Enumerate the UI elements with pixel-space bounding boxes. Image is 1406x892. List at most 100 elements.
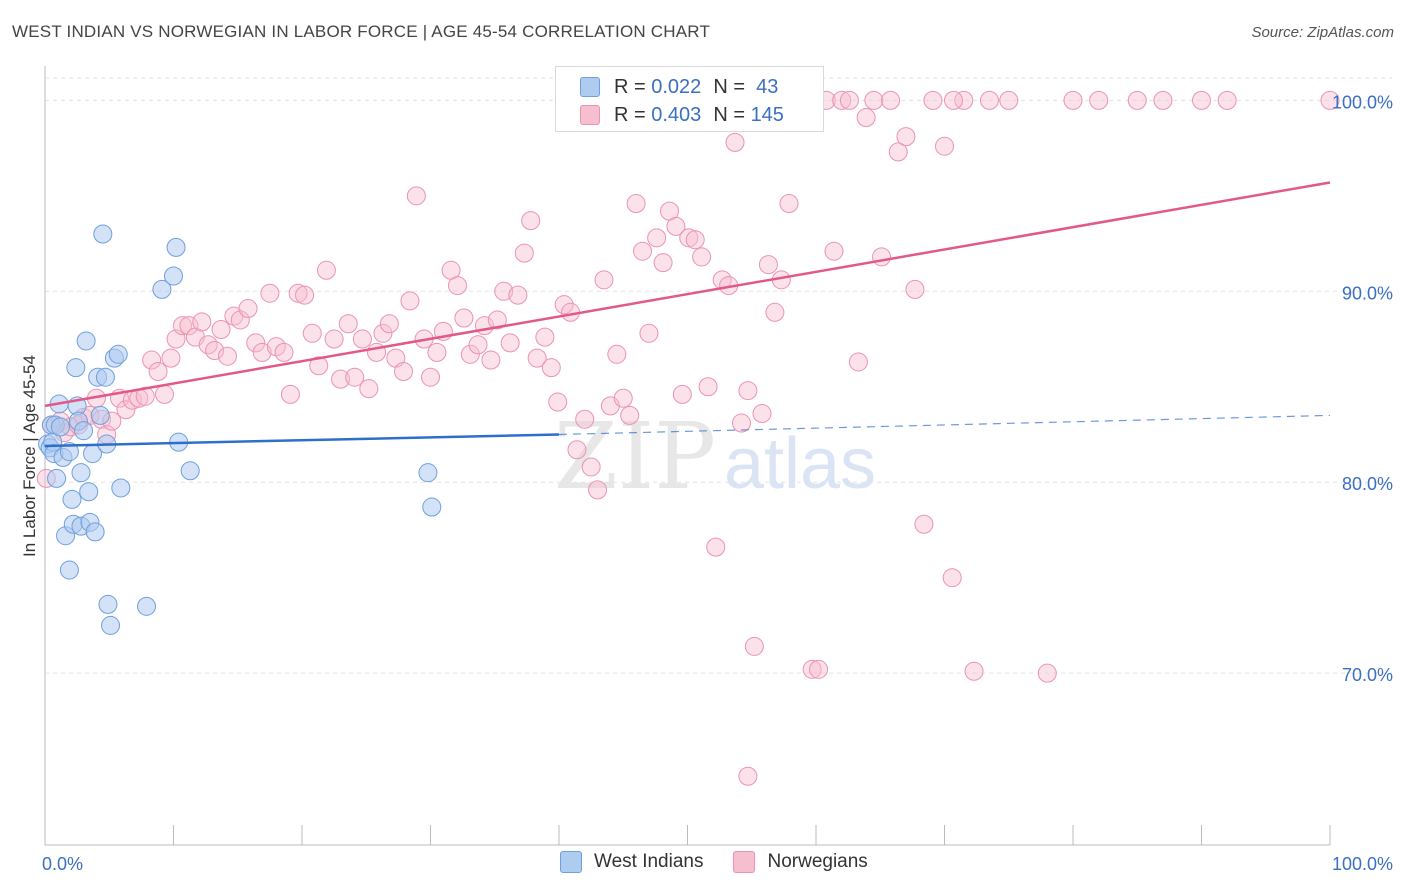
norwegian-point <box>809 659 829 679</box>
west-indian-point <box>66 358 86 378</box>
norwegian-point <box>647 228 667 248</box>
norwegian-point <box>832 90 852 110</box>
norwegian-point <box>706 537 726 557</box>
norwegian-point <box>1089 90 1109 110</box>
norwegian-point <box>698 377 718 397</box>
legend-row-norwegians: R = 0.403 N = 145 <box>580 103 784 127</box>
norwegian-point <box>359 379 379 399</box>
west-indian-point <box>164 266 183 286</box>
norwegian-point <box>1063 90 1083 110</box>
norwegian-point <box>679 228 699 248</box>
norwegian-point <box>324 329 344 349</box>
norwegian-point <box>309 356 329 376</box>
norwegian-point <box>888 142 908 162</box>
norwegian-point <box>896 127 916 147</box>
watermark-atlas: atlas <box>724 424 876 504</box>
norwegian-point <box>954 90 974 110</box>
norwegian-point <box>316 260 336 280</box>
legend-swatch-blue <box>580 77 600 97</box>
norwegian-point <box>192 312 212 332</box>
norwegian-point <box>252 342 272 362</box>
norwegian-point <box>379 314 399 334</box>
norwegian-point <box>923 90 943 110</box>
norwegian-point <box>302 323 322 343</box>
source-label: Source: ZipAtlas.com <box>1251 24 1394 41</box>
west-indians-trend-solid <box>44 433 560 448</box>
norwegian-point <box>554 295 574 315</box>
west-indians-swatch <box>560 851 582 873</box>
norwegian-point <box>179 316 199 336</box>
norwegian-point <box>541 358 561 378</box>
west-indian-point <box>95 367 115 387</box>
legend-item-west-indians[interactable]: West Indians <box>560 851 703 873</box>
west-indian-point <box>62 489 82 509</box>
norwegian-point <box>942 568 962 588</box>
norwegian-point <box>881 90 901 110</box>
norwegian-point <box>481 350 501 370</box>
legend-r-label: R = <box>614 75 646 98</box>
norwegian-point <box>148 361 168 381</box>
norwegian-point <box>872 247 892 267</box>
norwegian-point <box>535 327 555 347</box>
west-indians-points <box>38 224 442 635</box>
legend-row-west-indians: R = 0.022 N = 43 <box>580 75 778 99</box>
west-indian-point <box>79 482 99 502</box>
norwegian-point <box>1217 90 1237 110</box>
legend-n-label: N = <box>713 75 745 98</box>
norwegian-point <box>421 367 440 387</box>
norwegian-point <box>427 342 447 362</box>
legend-n-value: 145 <box>750 103 784 126</box>
x-tick-label: 100.0% <box>1332 854 1393 874</box>
west-indians-trend-dashed <box>558 414 1331 436</box>
norwegian-point <box>738 766 758 786</box>
y-axis-label: In Labor Force | Age 45-54 <box>20 355 39 557</box>
watermark-zip: ZIP <box>554 403 716 510</box>
norwegian-point <box>468 335 488 355</box>
stats-legend: R = 0.022 N = 43 R = 0.403 N = 145 <box>555 66 824 132</box>
tick-labels: 70.0% 80.0% 90.0% 100.0% 0.0% 100.0% <box>42 92 1393 874</box>
west-indian-point <box>180 461 200 481</box>
y-tick-label: 100.0% <box>1332 92 1393 112</box>
legend-r-label: R = <box>614 103 646 126</box>
west-indian-point <box>101 615 121 635</box>
norwegian-point <box>521 211 541 231</box>
norwegian-point <box>161 348 181 368</box>
legend-n-value: 43 <box>756 75 779 98</box>
norwegian-point <box>548 392 568 412</box>
norwegian-point <box>116 400 136 420</box>
norwegian-point <box>607 344 627 364</box>
west-indian-point <box>98 594 118 614</box>
norwegian-point <box>731 413 751 433</box>
norwegian-point <box>274 342 294 362</box>
norwegian-point <box>626 193 646 213</box>
norwegian-point <box>447 276 467 296</box>
norwegian-point <box>494 281 514 301</box>
norwegian-point <box>217 346 237 366</box>
norwegian-point <box>692 247 712 267</box>
norwegian-point <box>400 291 420 311</box>
norwegian-point <box>943 90 963 110</box>
norwegian-point <box>1037 663 1057 683</box>
norwegian-point <box>142 350 162 370</box>
legend-r-value: 0.403 <box>651 103 702 126</box>
legend-item-norwegians[interactable]: Norwegians <box>733 851 868 873</box>
norwegian-point <box>856 108 876 128</box>
west-indian-point <box>137 596 157 616</box>
norwegian-point <box>672 384 692 404</box>
west-indian-point <box>85 522 105 542</box>
west-indians-label: West Indians <box>594 851 704 872</box>
norwegian-point <box>514 243 534 263</box>
norwegian-point <box>758 255 778 275</box>
watermark: ZIP atlas <box>554 403 876 510</box>
x-tick-label: 0.0% <box>42 854 83 874</box>
norwegian-point <box>487 310 507 330</box>
chart-title: WEST INDIAN VS NORWEGIAN IN LABOR FORCE … <box>12 22 711 41</box>
norwegian-point <box>725 132 745 152</box>
norwegian-point <box>1320 90 1340 110</box>
norwegian-point <box>824 241 844 261</box>
norwegian-point <box>802 659 822 679</box>
norwegian-point <box>500 333 520 353</box>
trend-lines <box>44 181 1331 448</box>
norwegian-point <box>454 308 474 328</box>
